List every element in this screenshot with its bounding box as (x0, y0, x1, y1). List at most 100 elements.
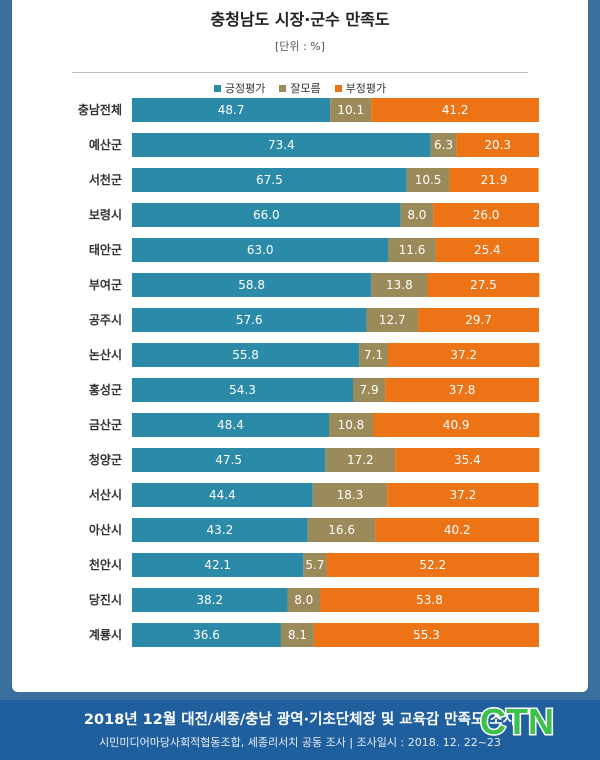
category-label: 예산군 (89, 137, 122, 152)
bar-segment-unknown (366, 308, 419, 332)
data-label-unknown: 12.7 (379, 313, 406, 327)
data-label-positive: 38.2 (196, 593, 223, 607)
legend-item-positive: 긍정평가 (213, 80, 266, 96)
category-label: 아산시 (89, 522, 122, 537)
bar-segment-negative (388, 343, 540, 367)
bar-segment-unknown (359, 343, 389, 367)
bar-segment-unknown (430, 133, 457, 157)
bar-segment-negative (372, 413, 540, 437)
data-label-negative: 27.5 (470, 278, 497, 292)
category-label: 청양군 (89, 452, 122, 467)
data-label-positive: 48.4 (217, 418, 244, 432)
data-label-unknown: 7.1 (364, 348, 383, 362)
data-label-negative: 37.2 (450, 348, 477, 362)
data-label-unknown: 6.3 (434, 138, 453, 152)
data-label-negative: 41.2 (442, 103, 469, 117)
legend-label-positive: 긍정평가 (224, 82, 266, 95)
data-label-positive: 36.6 (193, 628, 220, 642)
chart-card: 충청남도 시장·군수 만족도 [단위 : %] 긍정평가 잘모름 부정평가 충남… (12, 0, 588, 692)
bar-segment-negative (385, 378, 539, 402)
legend-label-unknown: 잘모름 (290, 82, 321, 95)
data-label-unknown: 8.0 (407, 208, 426, 222)
legend-item-unknown: 잘모름 (279, 80, 321, 96)
data-label-negative: 20.3 (484, 138, 511, 152)
bar-segment-positive (132, 553, 304, 577)
data-label-unknown: 10.5 (415, 173, 442, 187)
data-label-negative: 37.8 (449, 383, 476, 397)
data-label-positive: 57.6 (236, 313, 263, 327)
bar-segment-negative (433, 203, 539, 227)
data-label-positive: 67.5 (256, 173, 283, 187)
data-label-negative: 52.2 (419, 558, 446, 572)
bar-segment-unknown (353, 378, 386, 402)
bar-segment-positive (132, 448, 326, 472)
data-label-negative: 26.0 (473, 208, 500, 222)
legend-swatch-unknown (279, 84, 287, 92)
category-label: 태안군 (89, 242, 122, 257)
bar-segment-unknown (280, 623, 314, 647)
bar-segment-negative (449, 168, 539, 192)
bar-segment-negative (427, 273, 540, 297)
category-label: 논산시 (89, 347, 122, 362)
bar-segment-positive (132, 623, 281, 647)
legend-swatch-positive (213, 84, 221, 92)
data-label-unknown: 10.1 (337, 103, 364, 117)
category-label: 당진시 (89, 592, 122, 607)
bar-segment-negative (371, 98, 539, 122)
data-label-negative: 21.9 (481, 173, 508, 187)
chart-title: 충청남도 시장·군수 만족도 (210, 10, 390, 29)
bar-segment-unknown (400, 203, 434, 227)
data-label-positive: 42.1 (204, 558, 231, 572)
bar-segment-negative (320, 588, 539, 612)
data-label-negative: 55.3 (413, 628, 440, 642)
bar-segment-negative (326, 553, 539, 577)
bar-segment-unknown (303, 553, 327, 577)
bar-segment-negative (313, 623, 539, 647)
data-label-positive: 43.2 (207, 523, 234, 537)
legend-item-negative: 부정평가 (334, 80, 387, 96)
category-label: 서천군 (89, 172, 122, 187)
category-label: 계룡시 (89, 627, 122, 642)
category-label: 부여군 (89, 277, 122, 292)
data-label-unknown: 10.8 (338, 418, 365, 432)
bar-segment-positive (132, 378, 354, 402)
bar-segment-negative (395, 448, 540, 472)
bar-segment-unknown (312, 483, 388, 507)
data-label-positive: 54.3 (229, 383, 256, 397)
bar-segment-negative (435, 238, 539, 262)
data-label-unknown: 7.9 (360, 383, 379, 397)
data-label-positive: 73.4 (268, 138, 295, 152)
title-divider (72, 72, 528, 73)
bar-segment-negative (418, 308, 539, 332)
bar-segment-positive (132, 238, 389, 262)
ctn-logo: CTN (479, 700, 556, 743)
bar-segment-positive (132, 588, 288, 612)
data-label-negative: 53.8 (416, 593, 443, 607)
data-label-unknown: 16.6 (328, 523, 355, 537)
bar-segment-unknown (287, 588, 321, 612)
category-label: 천안시 (89, 557, 122, 572)
bar-segment-negative (387, 483, 539, 507)
data-label-positive: 58.8 (238, 278, 265, 292)
category-label: 홍성군 (89, 382, 122, 397)
data-label-positive: 55.8 (232, 348, 259, 362)
bar-segment-positive (132, 308, 367, 332)
data-label-negative: 37.2 (450, 488, 477, 502)
data-label-unknown: 8.1 (288, 628, 307, 642)
data-label-unknown: 11.6 (399, 243, 426, 257)
data-label-negative: 40.9 (443, 418, 470, 432)
bar-segment-positive (132, 133, 431, 157)
footer-banner: 2018년 12월 대전/세종/충남 광역·기초단체장 및 교육감 만족도 조사… (0, 700, 600, 760)
bar-segment-positive (132, 343, 360, 367)
data-label-unknown: 5.7 (305, 558, 324, 572)
bar-segment-unknown (325, 448, 396, 472)
legend-label-negative: 부정평가 (345, 82, 387, 95)
bar-segment-positive (132, 203, 401, 227)
data-label-negative: 35.4 (454, 453, 481, 467)
bar-segment-unknown (330, 98, 372, 122)
chart-unit-label: [단위 : %] (275, 40, 325, 53)
data-label-negative: 29.7 (465, 313, 492, 327)
data-label-positive: 44.4 (209, 488, 236, 502)
category-label: 충남전체 (78, 102, 122, 117)
bar-segment-unknown (388, 238, 436, 262)
